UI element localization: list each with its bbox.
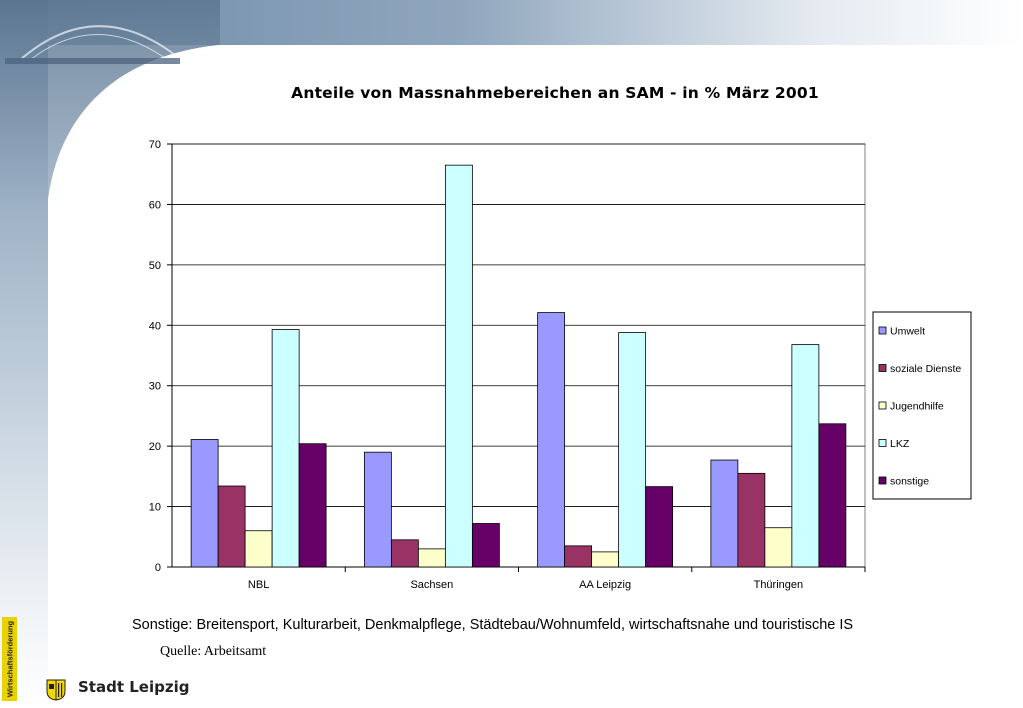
bar — [217, 485, 246, 568]
bar — [618, 332, 647, 568]
x-tick-label: Sachsen — [410, 579, 453, 591]
source-note: Quelle: Arbeitsamt — [160, 644, 267, 659]
x-tick-label: NBL — [248, 579, 269, 591]
bar — [271, 329, 300, 568]
bar — [444, 164, 473, 568]
bar — [417, 548, 446, 568]
x-tick-label: AA Leipzig — [579, 579, 631, 591]
y-tick-label: 40 — [149, 320, 161, 332]
bar — [764, 527, 793, 568]
bar — [818, 423, 847, 568]
y-tick-label: 30 — [149, 381, 161, 393]
side-label-text: Wirtschaftsförderung — [5, 620, 14, 698]
legend-label: LKZ — [890, 438, 910, 450]
bar — [710, 459, 739, 568]
legend-swatch — [878, 439, 887, 447]
legend-label: soziale Dienste — [890, 363, 961, 375]
legend-swatch — [878, 401, 887, 410]
legend-label: sonstige — [890, 476, 929, 488]
bar — [737, 472, 766, 568]
legend-swatch — [878, 364, 887, 372]
bar — [537, 312, 566, 568]
bar — [298, 443, 327, 568]
bar — [591, 551, 620, 568]
y-tick-label: 0 — [155, 562, 161, 574]
bar — [645, 486, 674, 568]
bar — [190, 439, 219, 568]
y-tick-label: 20 — [149, 441, 161, 453]
hall-illustration — [5, 25, 180, 64]
legend-swatch — [878, 476, 887, 485]
legend — [872, 311, 972, 500]
brand-name: Stadt Leipzig — [78, 678, 190, 696]
bar — [471, 523, 500, 568]
legend-swatch — [878, 326, 887, 335]
legend-label: Umwelt — [890, 326, 925, 338]
bar — [390, 539, 419, 568]
y-tick-label: 70 — [149, 139, 161, 151]
x-tick-label: Thüringen — [754, 579, 804, 591]
chart-title: Anteile von Massnahmebereichen an SAM - … — [291, 84, 819, 102]
bar — [363, 451, 392, 568]
legend-label: Jugendhilfe — [890, 401, 944, 413]
leipzig-crest-icon — [46, 679, 66, 701]
side-label: Wirtschaftsförderung — [2, 617, 17, 701]
bar — [244, 530, 273, 568]
y-tick-label: 10 — [149, 502, 161, 514]
y-tick-label: 50 — [149, 260, 161, 272]
y-tick-label: 60 — [149, 199, 161, 211]
bar — [791, 344, 820, 568]
footnote: Sonstige: Breitensport, Kulturarbeit, De… — [132, 617, 854, 633]
bar — [564, 545, 593, 568]
